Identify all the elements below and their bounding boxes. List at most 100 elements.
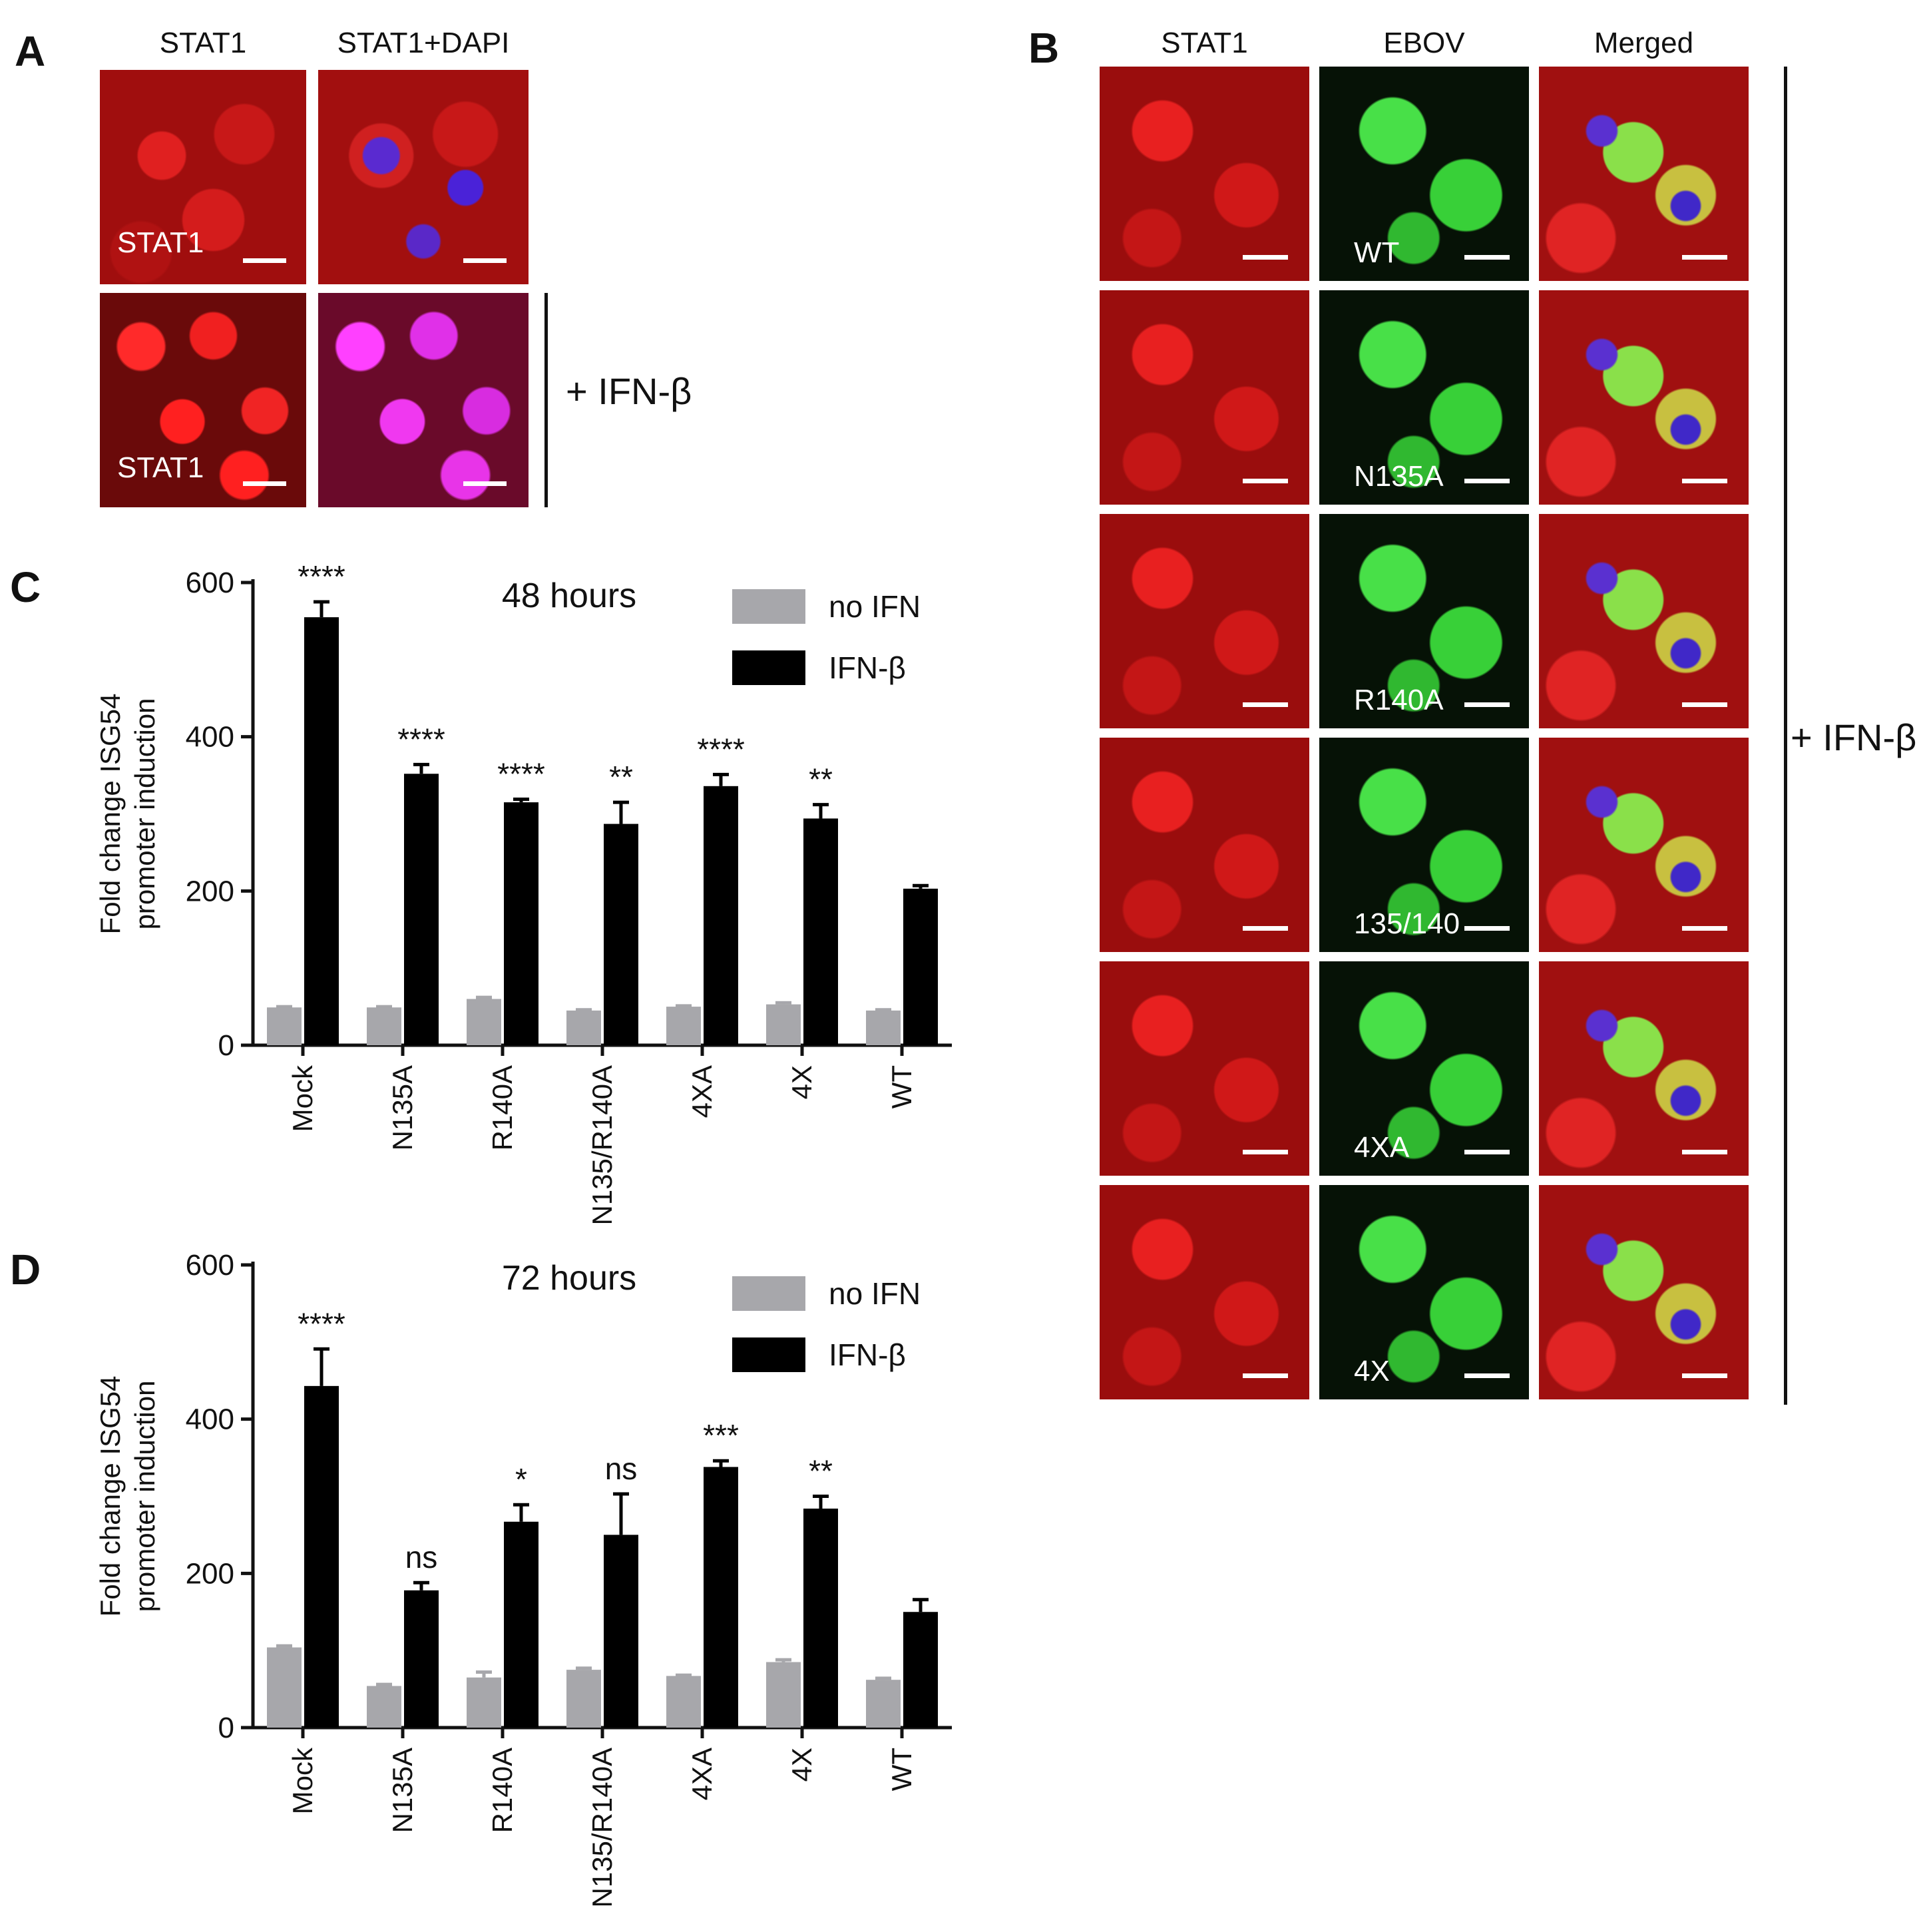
bar-ifn-beta — [903, 888, 938, 1045]
micrograph-merged-row-5 — [1539, 961, 1749, 1176]
chart-title: 72 hours — [502, 1259, 636, 1298]
bar-ifn-beta — [504, 1521, 538, 1728]
scale-bar — [463, 481, 507, 486]
legend-swatch — [732, 650, 805, 685]
panel-b-col-header-ebov: EBOV — [1383, 27, 1465, 59]
scale-bar — [1464, 1150, 1510, 1154]
panel-b-treatment-label: + IFN-β — [1791, 716, 1917, 758]
chart-title: 48 hours — [502, 577, 636, 615]
panel-b-col-header-stat1: STAT1 — [1161, 27, 1248, 59]
scale-bar — [1682, 702, 1727, 707]
scale-bar — [243, 258, 286, 263]
bar-no-ifn — [467, 999, 501, 1045]
y-tick-label: 200 — [186, 1557, 234, 1590]
significance-label: **** — [298, 1306, 345, 1341]
mutant-label: 4X — [1354, 1355, 1390, 1387]
scale-bar — [243, 481, 286, 486]
scale-bar — [1464, 1373, 1510, 1378]
bar-ifn-beta — [304, 1385, 339, 1728]
micrograph-stat1-ifn: STAT1 — [100, 293, 306, 507]
bar-ifn-beta — [604, 1535, 638, 1728]
micrograph-stat1-row-4 — [1100, 738, 1309, 952]
bar-no-ifn — [766, 1004, 801, 1045]
bar-no-ifn — [666, 1007, 701, 1045]
panel-a-col-header-stat1-dapi: STAT1+DAPI — [337, 27, 510, 59]
x-tick-label: N135/R140A — [586, 1748, 618, 1908]
x-tick-label: WT — [886, 1748, 917, 1791]
bar-no-ifn — [566, 1010, 601, 1045]
bar-ifn-beta — [903, 1612, 938, 1728]
y-axis-label: Fold change ISG54 — [95, 1376, 126, 1617]
panel-a-label: A — [15, 27, 46, 75]
significance-label: **** — [397, 722, 445, 756]
x-tick-label: N135A — [387, 1748, 418, 1833]
legend-swatch — [732, 589, 805, 624]
x-tick-label: 4XA — [686, 1065, 718, 1118]
significance-label: **** — [298, 559, 345, 594]
chart-72-hours: 0 200 400 600 Fold change ISG54 promoter indu… — [95, 1249, 952, 1908]
micrograph-merged-row-1 — [1539, 67, 1749, 281]
panel-d-label: D — [10, 1246, 41, 1294]
scale-bar — [1243, 926, 1288, 931]
scale-bar — [1243, 1373, 1288, 1378]
mutant-label: N135A — [1354, 460, 1444, 493]
bar-no-ifn — [666, 1676, 701, 1728]
legend-label: no IFN — [829, 589, 921, 624]
x-tick-label: Mock — [287, 1065, 318, 1132]
y-tick-label: 0 — [218, 1712, 234, 1744]
significance-label: ** — [809, 1454, 833, 1489]
micrograph-stat1-dapi-ifn — [318, 293, 529, 507]
micrograph-ebov-row-4: 135/140 — [1319, 738, 1529, 952]
bar-ifn-beta — [803, 1509, 838, 1728]
y-tick-label: 400 — [186, 1403, 234, 1436]
y-tick-label: 0 — [218, 1029, 234, 1062]
bar-ifn-beta — [404, 774, 439, 1045]
bar-ifn-beta — [704, 1467, 738, 1728]
bar-no-ifn — [267, 1007, 302, 1045]
micrograph-stat1-dapi-untreated — [318, 70, 529, 284]
mutant-label: 4XA — [1354, 1131, 1410, 1164]
legend-label: IFN-β — [829, 650, 906, 685]
micrograph-stat1-row-2 — [1100, 290, 1309, 505]
micrograph-ebov-row-2: N135A — [1319, 290, 1529, 505]
bar-ifn-beta — [604, 824, 638, 1045]
legend-label: IFN-β — [829, 1337, 906, 1372]
legend-swatch — [732, 1276, 805, 1311]
significance-label: ** — [609, 760, 633, 794]
significance-label: **** — [697, 732, 745, 766]
scale-bar — [1243, 702, 1288, 707]
panel-c-label: C — [10, 563, 41, 611]
chart-48-hours: 0 200 400 600 Fold change ISG54 promoter indu… — [95, 559, 952, 1226]
bar-ifn-beta — [404, 1590, 439, 1728]
mutant-label: WT — [1354, 236, 1400, 269]
micrograph-merged-row-6 — [1539, 1185, 1749, 1399]
bar-no-ifn — [866, 1680, 901, 1728]
tile-label: STAT1 — [117, 451, 204, 484]
micrograph-merged-row-2 — [1539, 290, 1749, 505]
x-tick-label: 4XA — [686, 1748, 718, 1800]
micrograph-merged-row-3 — [1539, 514, 1749, 728]
bar-no-ifn — [467, 1677, 501, 1728]
x-tick-label: N135/R140A — [586, 1065, 618, 1226]
significance-label: **** — [497, 756, 545, 791]
micrograph-stat1-row-3 — [1100, 514, 1309, 728]
x-tick-label: 4X — [786, 1748, 817, 1782]
micrograph-merged-row-4 — [1539, 738, 1749, 952]
bar-ifn-beta — [504, 802, 538, 1045]
significance-label: ns — [605, 1451, 638, 1486]
scale-bar — [1682, 1373, 1727, 1378]
micrograph-stat1-row-5 — [1100, 961, 1309, 1176]
x-tick-label: WT — [886, 1065, 917, 1108]
panel-a-col-header-stat1: STAT1 — [159, 27, 247, 59]
scale-bar — [1464, 702, 1510, 707]
tile-label: STAT1 — [117, 226, 204, 259]
significance-label: ns — [405, 1540, 438, 1574]
micrograph-ebov-row-5: 4XA — [1319, 961, 1529, 1176]
bar-no-ifn — [367, 1686, 401, 1728]
scale-bar — [463, 258, 507, 263]
y-tick-label: 600 — [186, 1249, 234, 1282]
x-tick-label: Mock — [287, 1747, 318, 1814]
panel-b-col-header-merged: Merged — [1594, 27, 1694, 59]
legend-swatch — [732, 1337, 805, 1372]
scale-bar — [1682, 926, 1727, 931]
